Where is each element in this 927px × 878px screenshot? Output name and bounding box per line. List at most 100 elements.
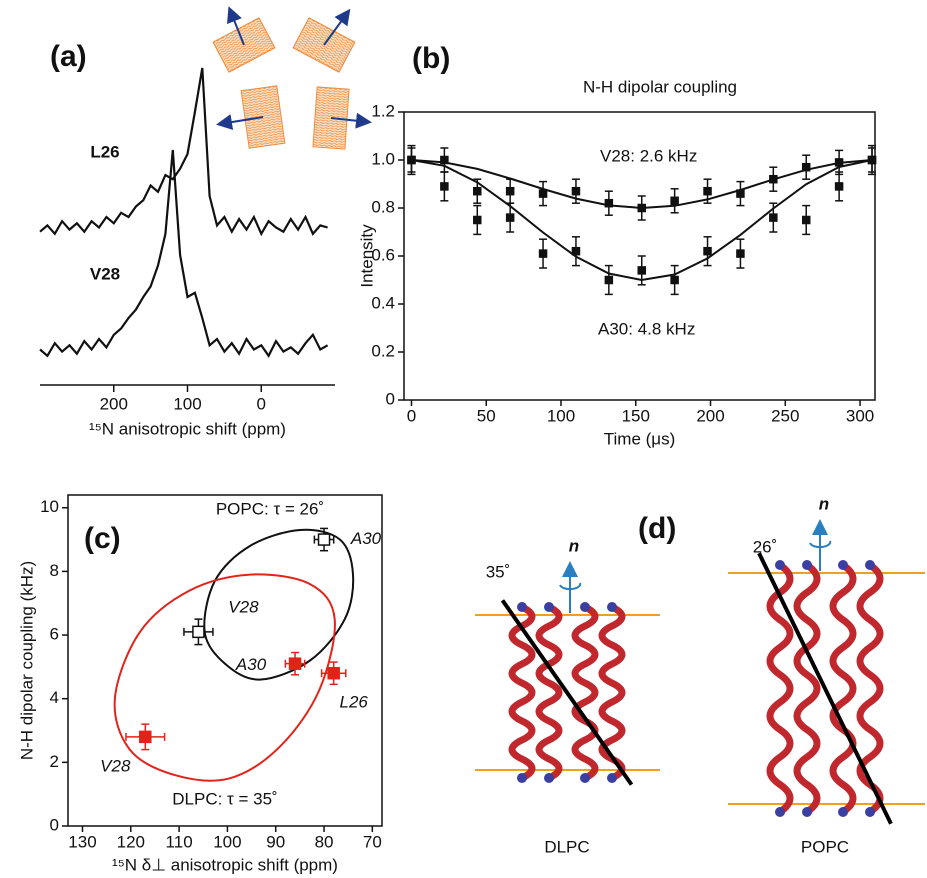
- point: [288, 657, 302, 670]
- point: [769, 213, 778, 222]
- helix: [508, 603, 536, 782]
- tilt-label: 26˚: [753, 537, 778, 556]
- x-axis-label: Time (μs): [604, 429, 676, 448]
- y-tick-label: 0.6: [371, 245, 395, 264]
- ellipse: [203, 528, 355, 681]
- point: [473, 186, 482, 196]
- helix: [571, 603, 599, 782]
- point: [670, 196, 679, 206]
- point: [637, 203, 646, 213]
- helix-end: [517, 602, 527, 612]
- helix: [535, 603, 563, 782]
- point: [834, 158, 844, 167]
- helix-end: [775, 560, 785, 570]
- point: [440, 155, 449, 165]
- point: [801, 162, 811, 172]
- rotation-arrow: [809, 540, 832, 549]
- point-label: A30: [350, 529, 382, 548]
- point-label: L26: [340, 693, 369, 712]
- helix-end: [517, 773, 527, 783]
- point: [505, 213, 515, 222]
- point: [139, 730, 152, 744]
- helix-end: [802, 807, 812, 817]
- helix-end: [544, 773, 554, 783]
- spectrum: [39, 149, 329, 358]
- y-tick-label: 0: [50, 815, 59, 834]
- series-label: A30: 4.8 kHz: [598, 319, 695, 338]
- ellipse: [113, 573, 336, 782]
- y-axis-label: N-H dipolar coupling (kHz): [17, 561, 36, 760]
- x-tick-label: 250: [771, 406, 799, 425]
- point: [769, 174, 778, 184]
- helix-end: [544, 602, 554, 612]
- helix-end: [838, 560, 848, 570]
- helix: [829, 561, 857, 816]
- y-tick-label: 1.0: [371, 149, 395, 168]
- series-label: L26: [90, 142, 119, 161]
- tilt-axis: [757, 552, 893, 825]
- panel-label: (a): [50, 40, 87, 73]
- point: [834, 182, 844, 191]
- plot-frame: [67, 494, 383, 827]
- helix-end: [865, 807, 875, 817]
- point: [604, 198, 614, 208]
- x-axis-label: ¹⁵N anisotropic shift (ppm): [89, 419, 286, 438]
- panel-label: (d): [638, 512, 676, 545]
- point: [703, 246, 712, 256]
- point: [505, 186, 515, 196]
- chart-title: N-H dipolar coupling: [583, 77, 737, 96]
- y-tick-label: 8: [50, 561, 59, 580]
- structure-name: DLPC: [544, 837, 589, 856]
- x-tick-label: 300: [846, 406, 874, 425]
- x-tick-label: 0: [257, 394, 266, 413]
- x-tick-label: 100: [173, 394, 201, 413]
- helix-end: [580, 602, 590, 612]
- x-tick-label: 100: [547, 406, 575, 425]
- helix-end: [607, 773, 617, 783]
- helix: [856, 561, 884, 816]
- x-tick-label: 70: [363, 832, 382, 851]
- point: [604, 275, 614, 285]
- series-label: V28: [90, 264, 120, 283]
- x-tick-label: 130: [68, 832, 96, 851]
- x-tick-label: 200: [696, 406, 724, 425]
- y-tick-label: 2: [50, 752, 59, 771]
- helix-end: [607, 602, 617, 612]
- point: [192, 625, 205, 639]
- point-label: V28: [228, 597, 259, 616]
- x-tick-label: 100: [213, 832, 241, 851]
- point: [801, 215, 811, 225]
- helix-end: [775, 807, 785, 817]
- series-label: V28: 2.6 kHz: [600, 146, 697, 165]
- point: [317, 533, 331, 546]
- point: [538, 249, 548, 258]
- helix: [766, 561, 794, 816]
- point: [538, 189, 548, 198]
- point: [867, 155, 877, 165]
- point: [407, 155, 416, 165]
- y-tick-label: 0: [386, 389, 395, 408]
- point: [703, 186, 712, 196]
- point: [637, 266, 646, 275]
- rotation-arrow: [559, 582, 582, 591]
- x-tick-label: 200: [100, 394, 128, 413]
- point: [670, 275, 679, 285]
- x-tick-label: 150: [622, 406, 650, 425]
- tilt-label: 35˚: [486, 562, 511, 581]
- point: [571, 186, 581, 196]
- x-tick-label: 80: [315, 832, 334, 851]
- helix-end: [865, 560, 875, 570]
- point-label: A30: [235, 655, 267, 674]
- panel-label: (b): [412, 42, 450, 75]
- tilt-axis: [500, 599, 634, 786]
- y-tick-label: 10: [40, 497, 59, 516]
- y-tick-label: 4: [50, 688, 59, 707]
- series-label: POPC: τ = 26˚: [216, 499, 324, 518]
- x-tick-label: 110: [166, 832, 193, 851]
- point: [440, 182, 449, 191]
- membrane-inset: [212, 6, 372, 150]
- x-tick-label: 90: [266, 832, 285, 851]
- point-label: V28: [100, 756, 131, 775]
- helix-end: [838, 807, 848, 817]
